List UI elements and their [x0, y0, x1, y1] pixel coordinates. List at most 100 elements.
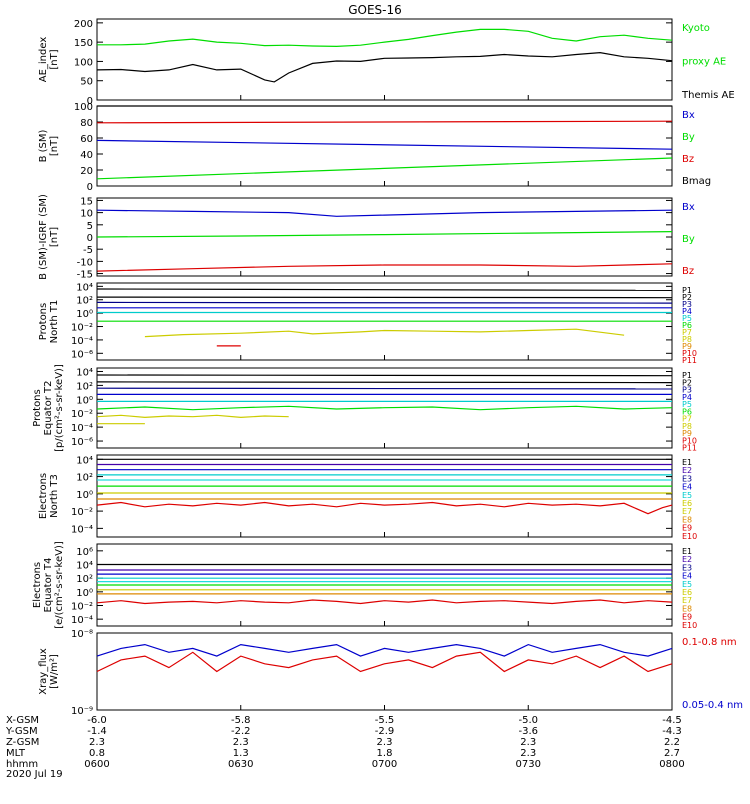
- x-tick-label: 0630: [228, 759, 253, 770]
- y-axis-label-line: North T3: [49, 474, 60, 518]
- x-tick-label: 2.3: [520, 748, 536, 759]
- x-tick-label: 1.3: [233, 748, 249, 759]
- legend-label: E10: [682, 532, 697, 541]
- y-tick-label: 10⁻²: [71, 602, 93, 613]
- legend-label: Bz: [682, 266, 694, 277]
- y-tick-label: 10⁰: [76, 490, 93, 501]
- x-tick-label: -4.5: [662, 715, 682, 726]
- x-tick-label: -1.4: [87, 726, 107, 737]
- y-axis-label-line: B (SM): [38, 129, 49, 162]
- panel-3: 10⁻⁶ 10⁻⁴ 10⁻² 10⁰ 10² 10⁴ ProtonsNorth T1 P1P2…: [38, 282, 697, 365]
- series-bx: [96, 209, 673, 217]
- y-axis-label-line: [W/m²]: [49, 654, 60, 689]
- legend-label: P5: [682, 400, 692, 409]
- y-axis-label: ElectronsNorth T3: [38, 473, 60, 519]
- legend-label: Bx: [682, 110, 695, 121]
- panel-frame: [96, 632, 673, 711]
- series-p1: [96, 374, 673, 377]
- legend-label: 0.05-0.4 nm: [682, 700, 743, 711]
- x-tick-label: 2.3: [89, 737, 105, 748]
- legend-label: Bx: [682, 202, 695, 213]
- legend-label: P9: [682, 429, 692, 438]
- y-axis-label-line: B (SM)-IGRF (SM): [38, 194, 49, 280]
- y-tick-label: -15: [77, 270, 93, 281]
- y-tick-label: 0: [87, 96, 93, 107]
- legend-label: P11: [682, 444, 697, 453]
- legend-label: 0.1-0.8 nm: [682, 637, 737, 648]
- y-axis-label-line: [e/(cm²-s-sr-keV)]: [54, 541, 65, 629]
- y-axis-label: ProtonsEquator T2[p/(cm²-s-sr-keV)]: [32, 364, 65, 452]
- legend-label: P3: [682, 386, 692, 395]
- y-tick-label: 20: [80, 166, 93, 177]
- y-axis-label-line: [p/(cm²-s-sr-keV)]: [54, 364, 65, 452]
- x-tick-label: 0.8: [89, 748, 105, 759]
- legend-label: P1: [682, 286, 692, 295]
- legend-label: P4: [682, 393, 692, 402]
- x-tick-label: -2.2: [231, 726, 251, 737]
- legend-label: E3: [682, 563, 692, 572]
- series-bz: [96, 120, 673, 124]
- legend-label: E3: [682, 474, 692, 483]
- legend-label: E8: [682, 604, 692, 613]
- y-axis-label-line: [nT]: [49, 49, 60, 69]
- x-tick-label: 0700: [372, 759, 397, 770]
- y-tick-label: 0: [87, 182, 93, 193]
- legend-label: E6: [682, 499, 692, 508]
- y-axis-label: ProtonsNorth T1: [38, 300, 60, 344]
- x-row-label: X-GSM: [6, 715, 39, 726]
- y-tick-label: 10²: [76, 381, 93, 392]
- panel-1: 0 20 40 60 80 100 B (SM)[nT] Bx By Bz Bmag: [38, 102, 711, 193]
- panel-5: 10⁻⁴ 10⁻² 10⁰ 10² 10⁴ ElectronsNorth T3 E1E2E3…: [38, 454, 697, 541]
- legend-label: E7: [682, 507, 692, 516]
- series-0-05-0-4-nm: [96, 643, 673, 657]
- series-by: [96, 157, 673, 180]
- y-tick-label: 200: [74, 19, 93, 30]
- x-tick-label: -5.0: [518, 715, 538, 726]
- legend-label: P2: [682, 293, 692, 302]
- y-axis-label-line: Equator T4: [43, 558, 54, 613]
- y-tick-label: 5: [87, 221, 93, 232]
- legend-label: E5: [682, 580, 692, 589]
- series-e9: [96, 501, 673, 515]
- legend-label: E9: [682, 613, 692, 622]
- legend-label: P4: [682, 307, 692, 316]
- legend-label: P7: [682, 415, 692, 424]
- legend-label: E7: [682, 596, 692, 605]
- panel-6: 10⁻⁴ 10⁻² 10⁰ 10² 10⁴ 10⁶ ElectronsEquator T4[…: [32, 541, 697, 630]
- y-axis-label-line: Protons: [38, 303, 49, 340]
- x-tick-label: 2.3: [377, 737, 393, 748]
- legend-label: E1: [682, 547, 692, 556]
- plot-title: GOES-16: [348, 3, 402, 17]
- series-bz: [96, 263, 673, 272]
- x-row-label: MLT: [6, 748, 26, 759]
- x-tick-label: -4.3: [662, 726, 682, 737]
- y-axis-label-line: Electrons: [32, 562, 43, 608]
- x-tick-label: -2.9: [375, 726, 395, 737]
- legend-label: E2: [682, 466, 692, 475]
- x-tick-label: -3.6: [518, 726, 538, 737]
- series-p7: [96, 414, 289, 419]
- y-tick-label: 150: [74, 38, 93, 49]
- y-tick-label: -10: [77, 257, 93, 268]
- y-axis-label-line: Equator T2: [43, 381, 54, 436]
- y-tick-label: 100: [74, 102, 93, 113]
- x-row-label: Z-GSM: [6, 737, 39, 748]
- series-p2: [96, 296, 673, 299]
- y-axis-label-line: North T1: [49, 300, 60, 344]
- y-tick-label: 10²: [76, 574, 93, 585]
- legend-label: P1: [682, 371, 692, 380]
- y-tick-label: 10: [80, 209, 93, 220]
- y-tick-label: 10⁻²: [71, 507, 93, 518]
- series-0-1-0-8-nm: [96, 651, 673, 673]
- legend-label: E4: [682, 483, 692, 492]
- x-tick-label: 0730: [516, 759, 541, 770]
- series-bx: [96, 139, 673, 150]
- y-tick-label: 10⁻⁸: [71, 629, 93, 640]
- x-tick-label: 2.3: [233, 737, 249, 748]
- y-tick-label: 10²: [76, 296, 93, 307]
- y-axis-label: AE_index[nT]: [38, 37, 60, 83]
- x-tick-label: -5.8: [231, 715, 251, 726]
- panel-frame: [96, 454, 673, 538]
- y-tick-label: 40: [80, 150, 93, 161]
